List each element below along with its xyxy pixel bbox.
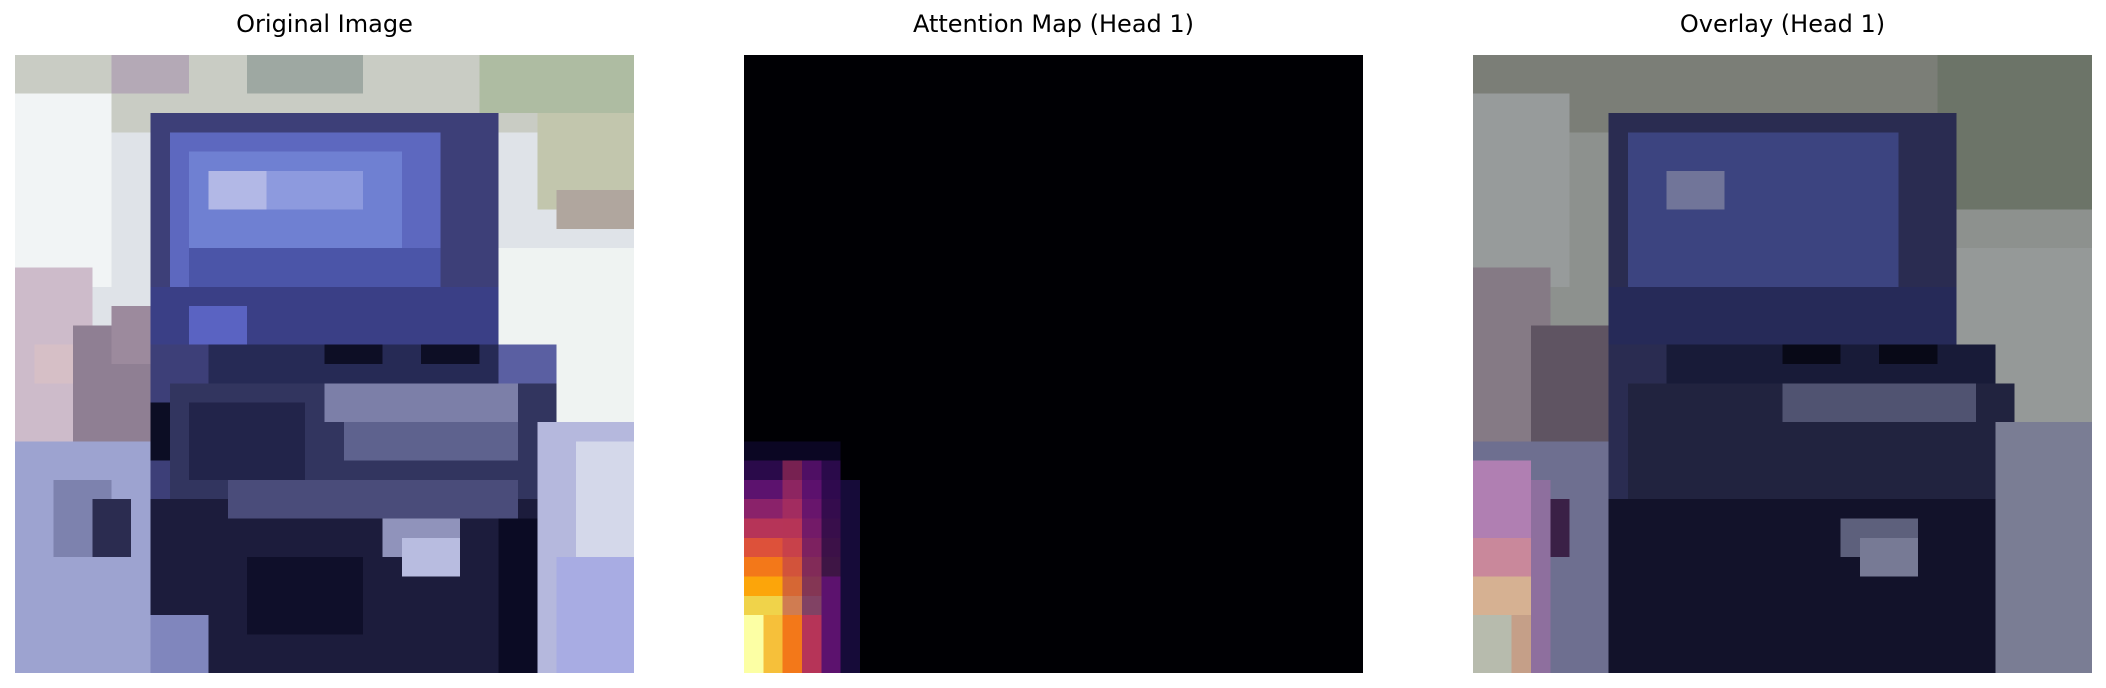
- original-image: [15, 55, 634, 673]
- overlay-panel: Overlay (Head 1): [1473, 0, 2092, 688]
- original-image-title: Original Image: [236, 10, 413, 38]
- attention-map: [744, 55, 1363, 673]
- original-image-panel: Original Image: [15, 0, 634, 688]
- attention-map-title: Attention Map (Head 1): [912, 10, 1195, 38]
- attention-map-panel: Attention Map (Head 1): [744, 0, 1363, 688]
- overlay-title: Overlay (Head 1): [1679, 10, 1886, 38]
- overlay-image: [1473, 55, 2092, 673]
